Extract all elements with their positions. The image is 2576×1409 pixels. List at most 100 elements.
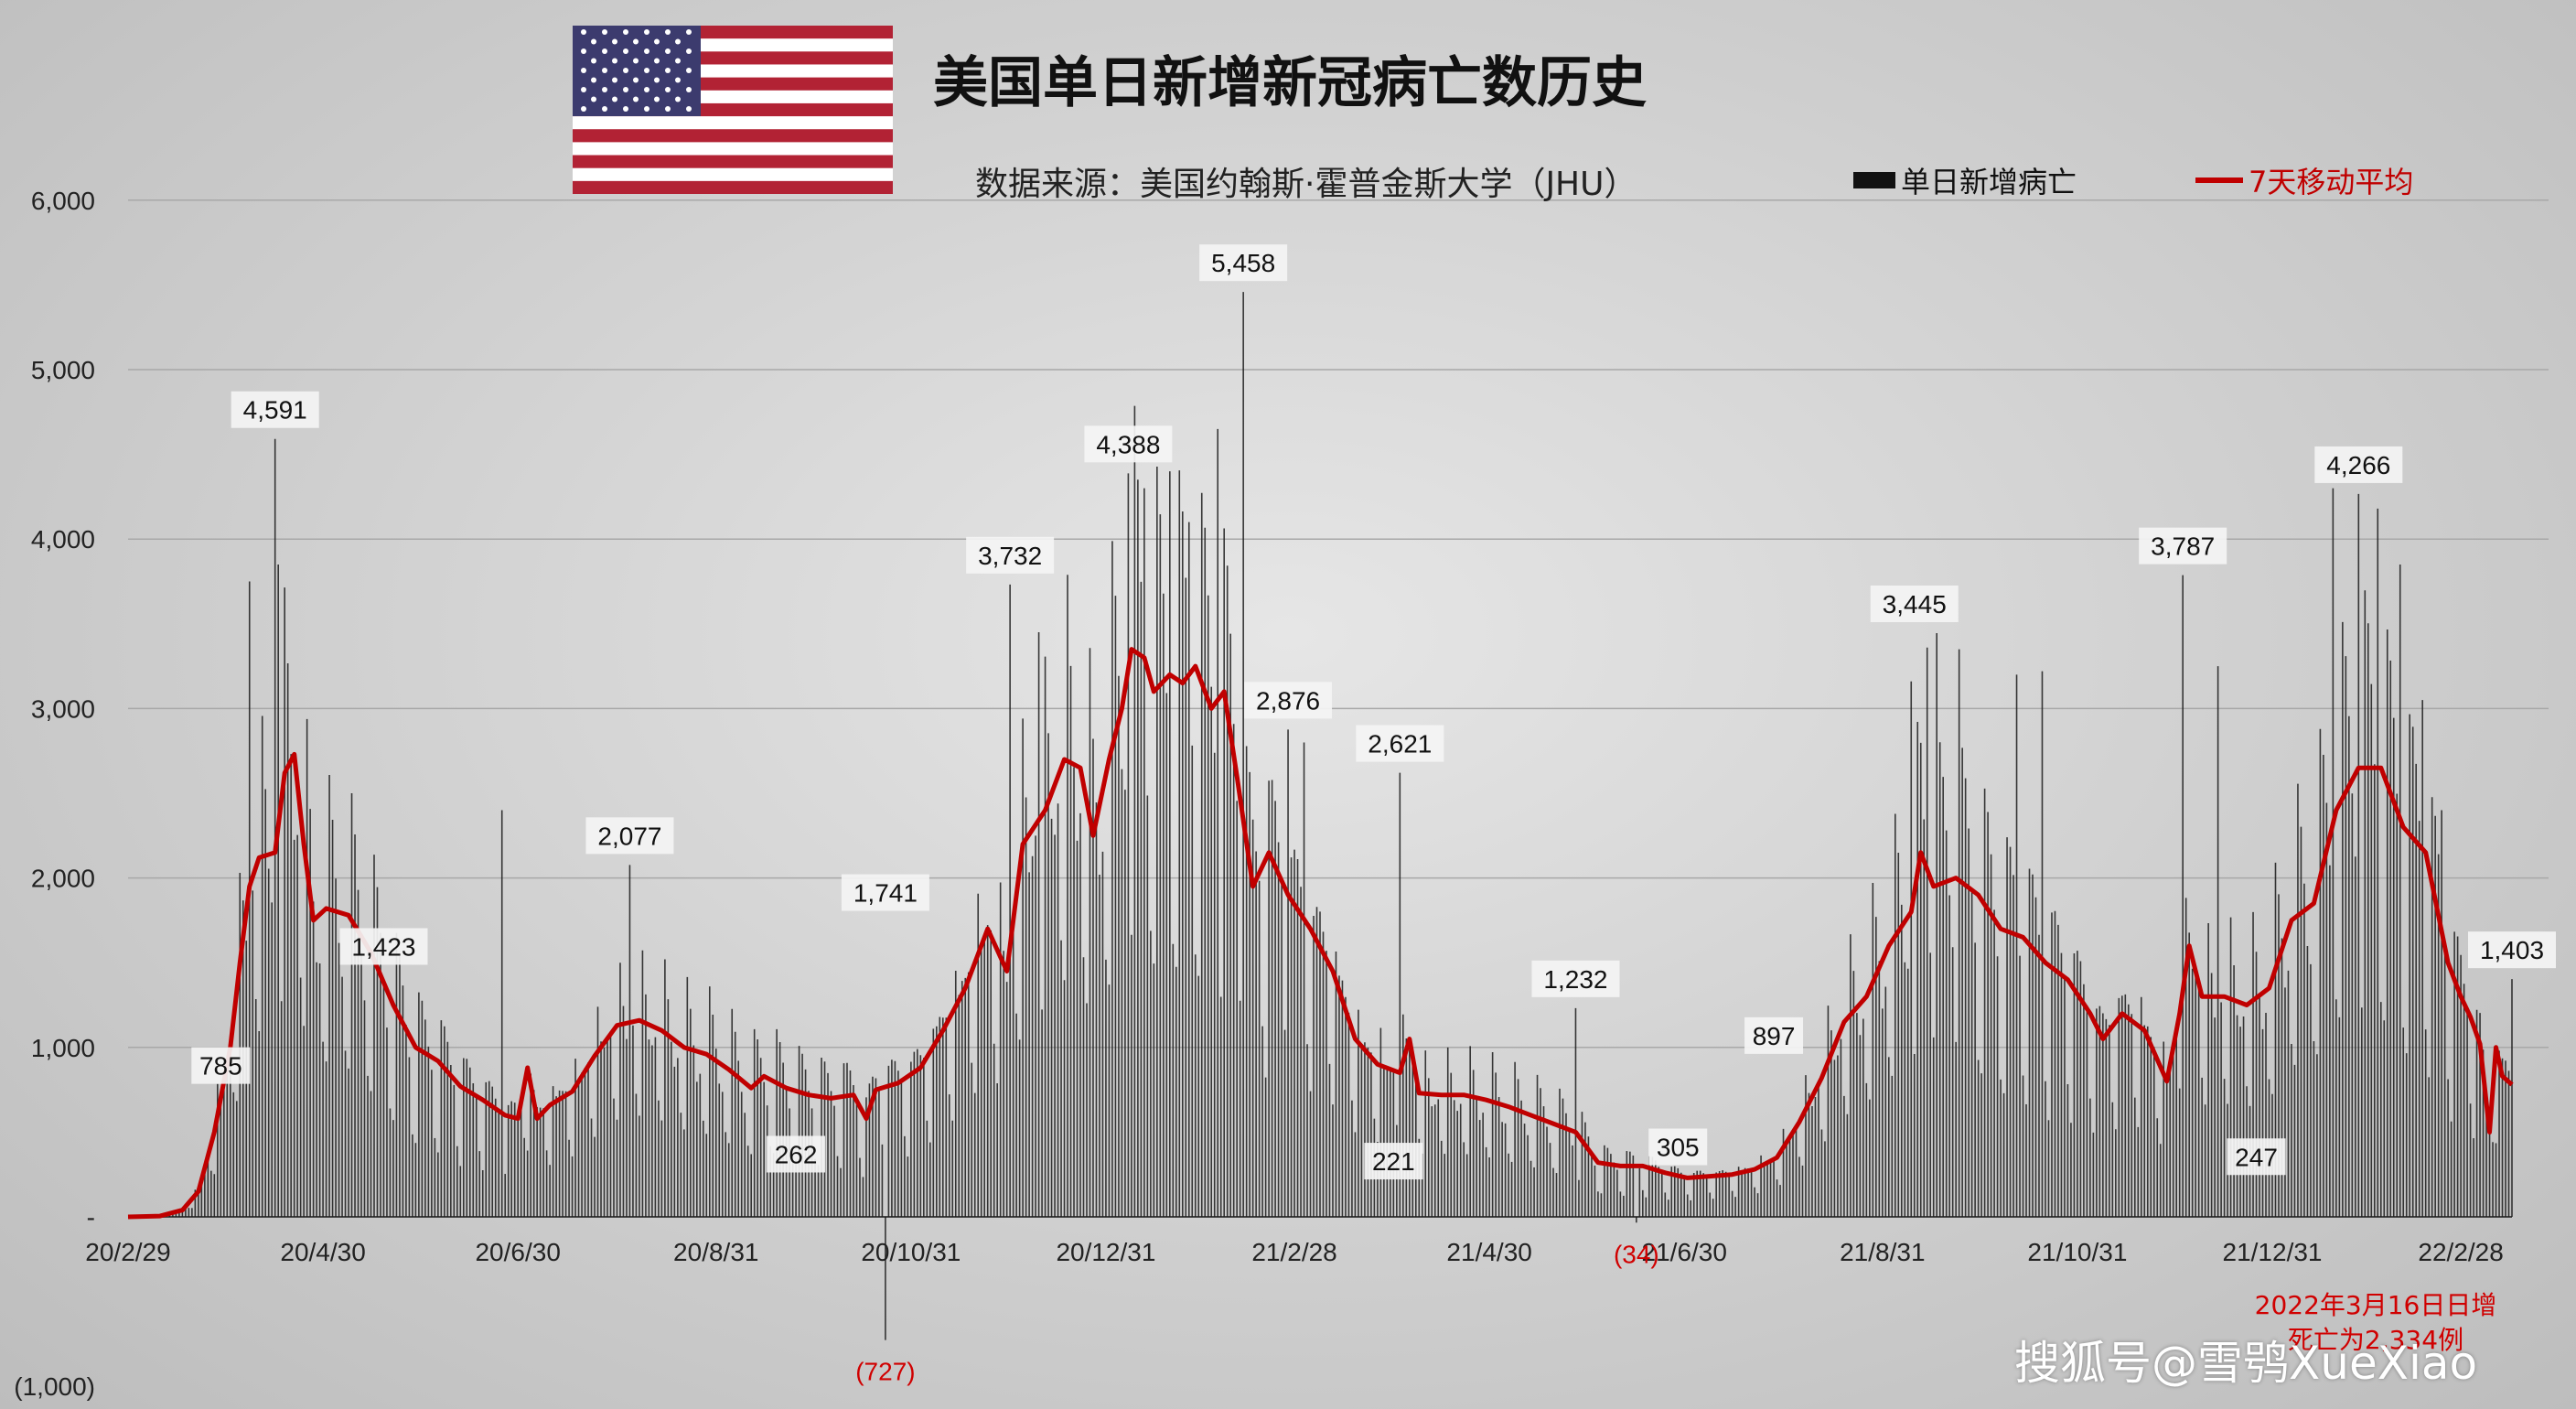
- flag-star: [644, 29, 649, 35]
- flag-star: [644, 106, 649, 112]
- flag-star: [665, 87, 671, 92]
- flag-star: [686, 87, 692, 92]
- flag-star: [623, 48, 628, 54]
- flag-star: [633, 38, 639, 45]
- flag-star: [612, 38, 617, 45]
- flag-star: [644, 48, 649, 54]
- data-label: (727): [855, 1358, 915, 1386]
- x-tick-label: 20/10/31: [861, 1238, 961, 1266]
- flag-star: [686, 48, 692, 54]
- x-tick-label: 20/12/31: [1056, 1238, 1155, 1266]
- data-label: 2,077: [597, 822, 661, 850]
- data-label-box: [1199, 244, 1288, 282]
- data-label-box: [841, 874, 929, 911]
- data-label-box: [231, 391, 319, 428]
- y-axis-ticks: 6,000 5,000 4,000 3,000 2,000 1,000 - (1,000): [14, 187, 95, 1401]
- flag-star: [591, 77, 596, 83]
- flag-star: [633, 77, 639, 83]
- flag-star: [623, 106, 628, 112]
- flag-star: [591, 38, 596, 45]
- flag-star: [602, 106, 607, 112]
- flag-star: [633, 96, 639, 102]
- data-label: 1,423: [351, 932, 415, 961]
- data-label: 1,232: [1543, 965, 1607, 994]
- flag-star: [602, 48, 607, 54]
- flag-star: [612, 58, 617, 64]
- data-label-box: [966, 536, 1055, 574]
- data-label-box: [1744, 1016, 1804, 1054]
- latest-note: 2022年3月16日日增死亡为2,334例: [2254, 1290, 2497, 1355]
- flag-star: [654, 38, 660, 45]
- data-label-box: [585, 817, 674, 855]
- y-tick-label: 5,000: [31, 356, 95, 384]
- x-tick-label: 21/10/31: [2027, 1238, 2127, 1266]
- data-label-box: [1364, 1143, 1423, 1180]
- us-flag-icon: [573, 26, 893, 194]
- data-label-box: [1870, 585, 1959, 622]
- flag-stripe: [573, 155, 893, 168]
- flag-stripe: [573, 129, 893, 143]
- flag-stripe: [573, 180, 893, 194]
- data-label-box: [767, 1135, 826, 1173]
- y-tick-label: 6,000: [31, 187, 95, 215]
- x-tick-label: 20/6/30: [475, 1238, 560, 1266]
- data-label-box: [2468, 931, 2556, 969]
- flag-star: [675, 96, 681, 102]
- x-tick-label: 20/8/31: [673, 1238, 758, 1266]
- flag-star: [633, 58, 639, 64]
- flag-star: [623, 87, 628, 92]
- flag-star: [602, 87, 607, 92]
- x-axis-ticks: 20/2/29 20/4/30 20/6/30 20/8/31 20/10/31 20/1…: [85, 1238, 2504, 1266]
- data-label-box: [1084, 425, 1173, 463]
- legend-bar-swatch: [1853, 172, 1895, 188]
- data-label: 4,591: [243, 396, 307, 425]
- data-label-box: [1244, 682, 1333, 719]
- y-tick-label: -: [87, 1203, 95, 1232]
- data-label: 2,876: [1256, 686, 1320, 715]
- data-label-box: [1648, 1128, 1708, 1166]
- moving-average-line: [127, 647, 2514, 1220]
- data-label-box: [1531, 960, 1620, 997]
- chart-title: 美国单日新增新冠病亡数历史: [933, 51, 1647, 115]
- data-label: 5,458: [1211, 249, 1275, 277]
- legend-line-swatch: [2195, 177, 2243, 183]
- data-label-box: [191, 1047, 251, 1084]
- x-tick-label: 21/2/28: [1251, 1238, 1336, 1266]
- flag-star: [581, 106, 586, 112]
- flag-star: [581, 68, 586, 73]
- flag-star: [591, 96, 596, 102]
- watermark: 搜狐号@雪鸮XueXiao: [2014, 1337, 2478, 1390]
- flag-star: [675, 58, 681, 64]
- data-label-box: [1356, 725, 1444, 762]
- data-label-box: [2139, 527, 2227, 565]
- data-label: 221: [1372, 1147, 1415, 1176]
- x-tick-label: 21/12/31: [2223, 1238, 2323, 1266]
- data-label: 247: [2235, 1143, 2278, 1171]
- flag-star: [612, 77, 617, 83]
- x-tick-label: 21/8/31: [1840, 1238, 1925, 1266]
- data-source: 数据来源：美国约翰斯·霍普金斯大学（JHU）: [975, 166, 1637, 203]
- flag-star: [581, 48, 586, 54]
- y-tick-label: 3,000: [31, 694, 95, 723]
- flag-star: [686, 68, 692, 73]
- y-tick-label: 4,000: [31, 525, 95, 554]
- data-label: 785: [199, 1052, 242, 1081]
- x-tick-label: 22/2/28: [2418, 1238, 2503, 1266]
- flag-star: [623, 68, 628, 73]
- flag-star: [644, 68, 649, 73]
- data-label: 4,266: [2326, 451, 2390, 479]
- flag-star: [675, 77, 681, 83]
- flag-star: [612, 96, 617, 102]
- flag-star: [665, 48, 671, 54]
- legend-bar-label: 单日新增病亡: [1901, 165, 2077, 199]
- flag-star: [654, 96, 660, 102]
- legend-line-label: 7天移动平均: [2249, 165, 2414, 199]
- data-label: 2,621: [1368, 730, 1432, 758]
- flag-star: [602, 29, 607, 35]
- flag-star: [623, 29, 628, 35]
- data-label-box: [339, 928, 428, 965]
- flag-star: [581, 29, 586, 35]
- data-label: 897: [1753, 1022, 1796, 1050]
- data-label-box: [2227, 1138, 2286, 1176]
